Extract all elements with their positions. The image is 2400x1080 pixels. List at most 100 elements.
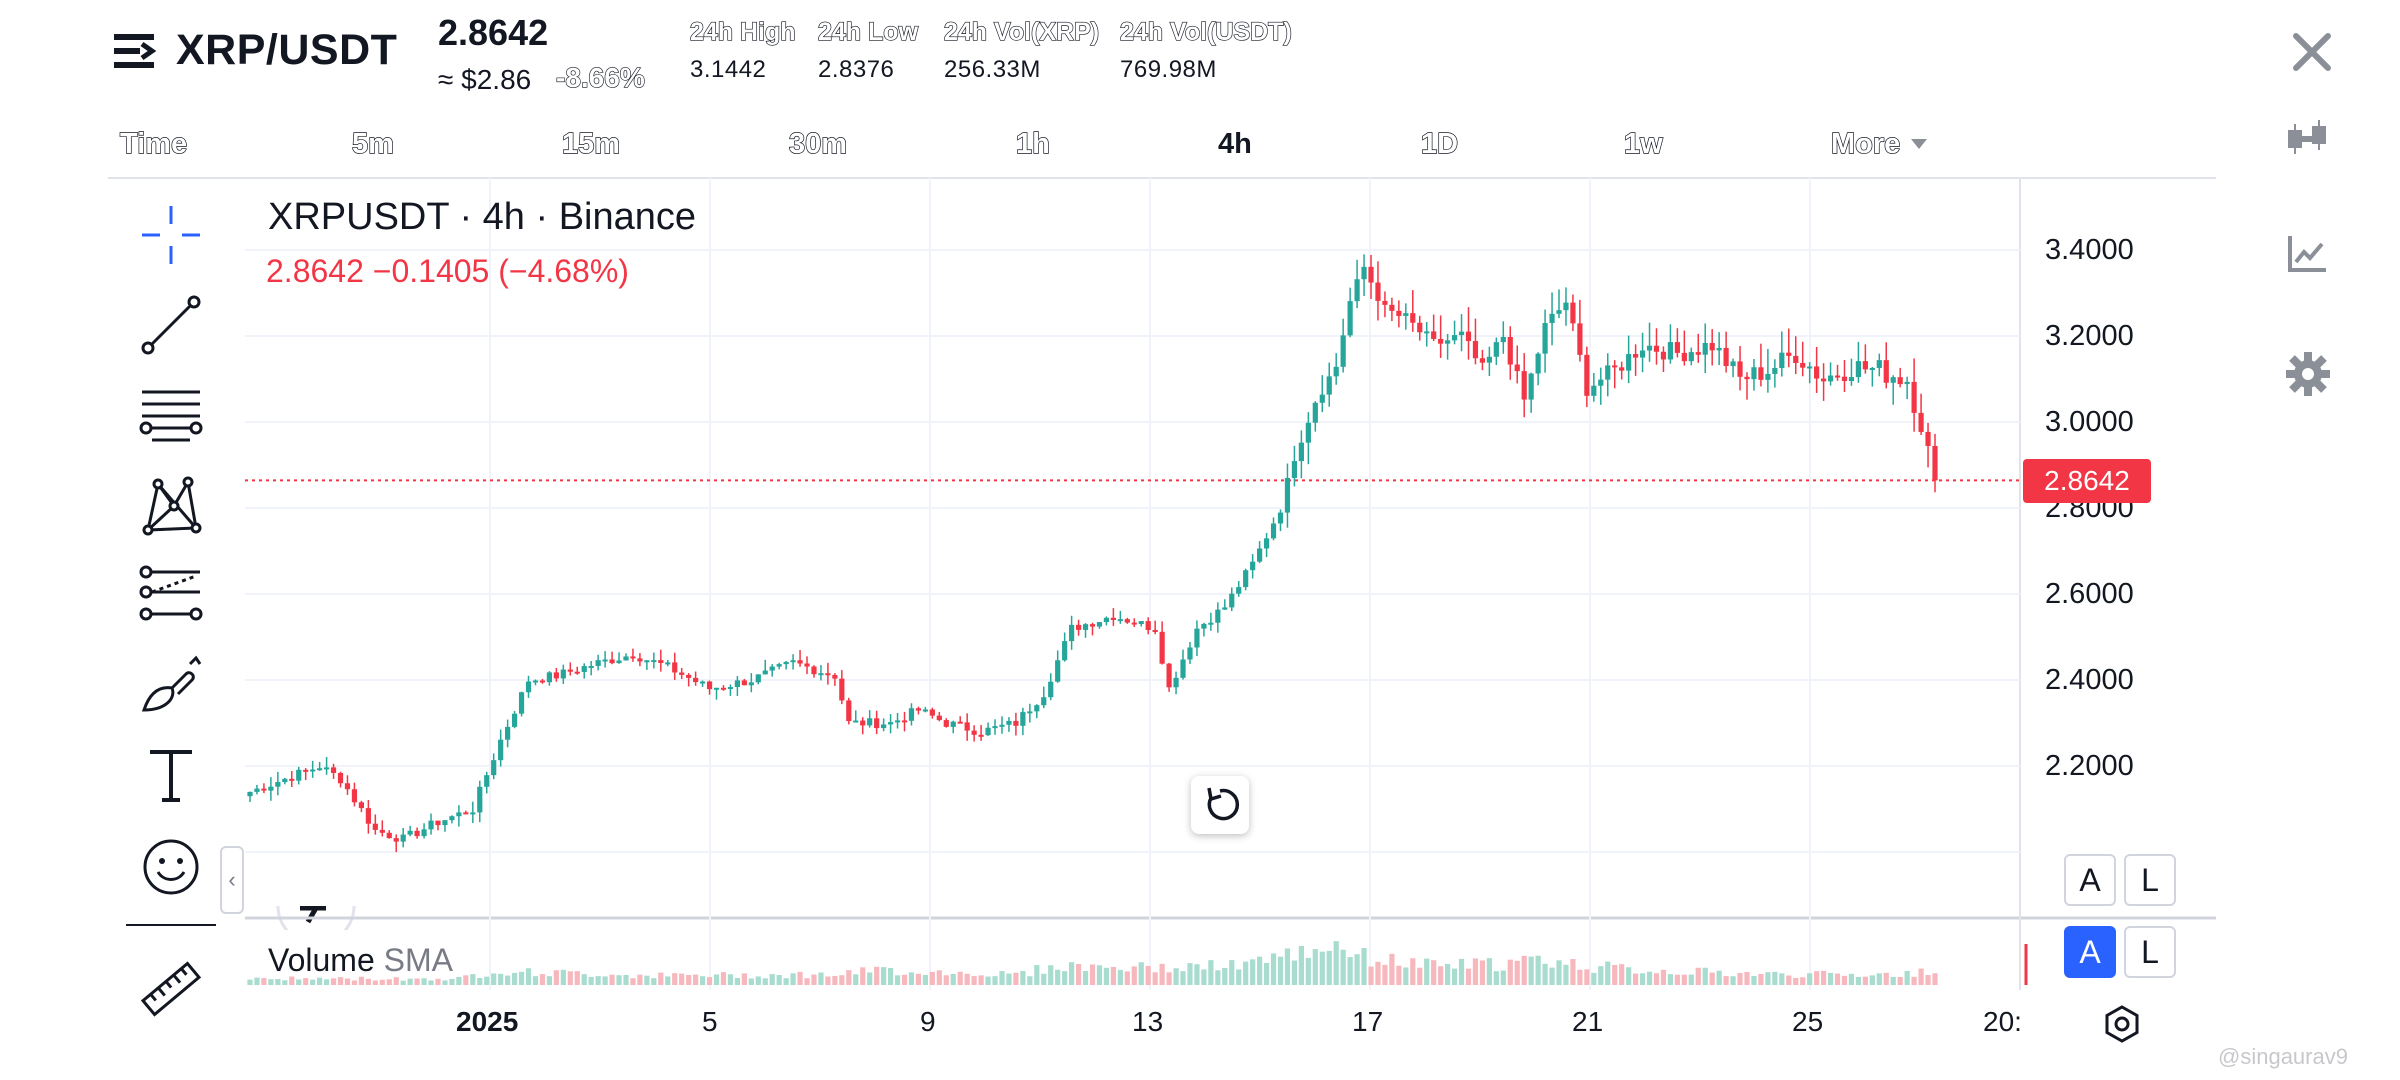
volume-bar	[1577, 969, 1583, 985]
candle-body	[1904, 381, 1910, 385]
interval-30m[interactable]: 30m	[788, 127, 848, 160]
candle-body	[686, 674, 692, 678]
volume-bar	[1236, 969, 1242, 985]
volume-bar	[623, 974, 629, 985]
volume-bar	[1681, 974, 1687, 985]
x-axis-label: 2025	[456, 1006, 519, 1037]
volume-bar	[588, 976, 594, 985]
candle-body	[1730, 361, 1736, 367]
volume-bar	[1730, 976, 1736, 985]
emoji-icon[interactable]	[138, 834, 204, 900]
interval-4h[interactable]: 4h	[1218, 128, 1252, 160]
candle-body	[630, 656, 636, 659]
volume-bar	[1709, 972, 1715, 985]
candlestick-icon[interactable]	[2282, 112, 2334, 164]
reset-chart-button[interactable]	[1191, 776, 1249, 834]
ruler-icon[interactable]	[138, 956, 204, 1022]
candle-body	[609, 659, 615, 664]
volume-bar	[609, 974, 615, 985]
stat-24h-high-value: 3.1442	[690, 56, 767, 83]
candle-body	[1138, 621, 1144, 625]
volume-bar	[1918, 968, 1924, 985]
stat-24h-low-value: 2.8376	[818, 56, 895, 83]
volume-bar	[1535, 955, 1541, 985]
candle-body	[665, 662, 671, 665]
volume-bar	[1187, 963, 1193, 985]
candle-body	[1834, 375, 1841, 378]
candle-body	[1291, 461, 1298, 479]
candle-body	[1215, 609, 1221, 623]
gear-icon[interactable]	[2282, 348, 2334, 400]
volume-auto-scale-button[interactable]: A	[2064, 926, 2116, 978]
auto-scale-button[interactable]: A	[2064, 854, 2116, 906]
interval-15m[interactable]: 15m	[561, 127, 621, 160]
candle-body	[1932, 445, 1938, 481]
candle-body	[1779, 352, 1785, 369]
fib-retracement-icon[interactable]	[138, 562, 204, 628]
volume-bar	[665, 976, 671, 985]
pair-title[interactable]: XRP/USDT	[176, 26, 398, 74]
interval-time[interactable]: Time	[119, 127, 188, 160]
candle-body	[693, 677, 699, 683]
menu-icon[interactable]	[112, 28, 158, 74]
timezone-settings-icon[interactable]	[2102, 1004, 2142, 1044]
candle-body	[658, 660, 664, 664]
volume-bar	[421, 978, 427, 985]
brush-icon[interactable]	[138, 652, 204, 718]
volume-bar	[999, 971, 1005, 985]
interval-1w[interactable]: 1w	[1623, 127, 1663, 160]
close-icon[interactable]	[2290, 30, 2334, 74]
candle-body	[1375, 282, 1381, 301]
interval-5m[interactable]: 5m	[351, 127, 394, 160]
candle-body	[337, 772, 344, 784]
volume-bar	[936, 970, 942, 985]
volume-bar	[1765, 972, 1771, 985]
volume-bar	[379, 979, 385, 985]
collapse-toolbar-tab[interactable]: ‹	[220, 846, 244, 914]
volume-log-scale-button[interactable]: L	[2124, 926, 2176, 978]
volume-bar	[1758, 973, 1764, 985]
candle-body	[525, 681, 532, 693]
volume-bar	[1117, 969, 1123, 985]
candle-body	[1737, 361, 1743, 377]
candle-body	[894, 720, 901, 723]
crosshair-icon[interactable]	[138, 202, 204, 268]
candle-body	[1250, 561, 1256, 571]
volume-bar	[769, 974, 775, 985]
interval-1h[interactable]: 1h	[1015, 127, 1050, 160]
trend-line-icon[interactable]	[138, 292, 204, 358]
candle-body	[1925, 431, 1931, 446]
candle-body	[1918, 412, 1924, 432]
volume-bar	[330, 978, 337, 985]
x-axis-label: 20:	[1983, 1006, 2022, 1037]
candle-body	[1667, 342, 1674, 360]
y-axis-label: 3.0000	[2045, 406, 2134, 438]
candle-body	[1626, 354, 1632, 371]
volume-bar	[908, 972, 915, 985]
volume-bar	[553, 970, 559, 985]
interval-more[interactable]: More	[1830, 127, 1901, 160]
volume-bar	[1848, 973, 1855, 985]
horizontal-lines-icon[interactable]	[138, 382, 204, 448]
candle-body	[811, 666, 817, 675]
candle-body	[1612, 365, 1618, 368]
candle-body	[1166, 663, 1172, 688]
volume-bar	[1138, 962, 1144, 985]
candle-body	[1389, 304, 1395, 311]
volume-bar	[929, 971, 935, 985]
volume-bar	[964, 973, 970, 985]
interval-1d[interactable]: 1D	[1420, 127, 1459, 160]
candle-body	[491, 760, 497, 776]
candle-body	[623, 656, 629, 661]
text-tool-icon[interactable]	[138, 742, 204, 808]
volume-bar	[672, 973, 678, 985]
volume-bar	[1284, 948, 1291, 985]
volume-bar	[1660, 969, 1667, 985]
volume-bar	[1166, 972, 1172, 985]
indicators-icon[interactable]	[2282, 228, 2334, 280]
log-scale-button[interactable]: L	[2124, 854, 2176, 906]
volume-bar	[1424, 958, 1430, 985]
pattern-icon[interactable]	[138, 472, 204, 538]
candle-body	[1445, 340, 1451, 344]
